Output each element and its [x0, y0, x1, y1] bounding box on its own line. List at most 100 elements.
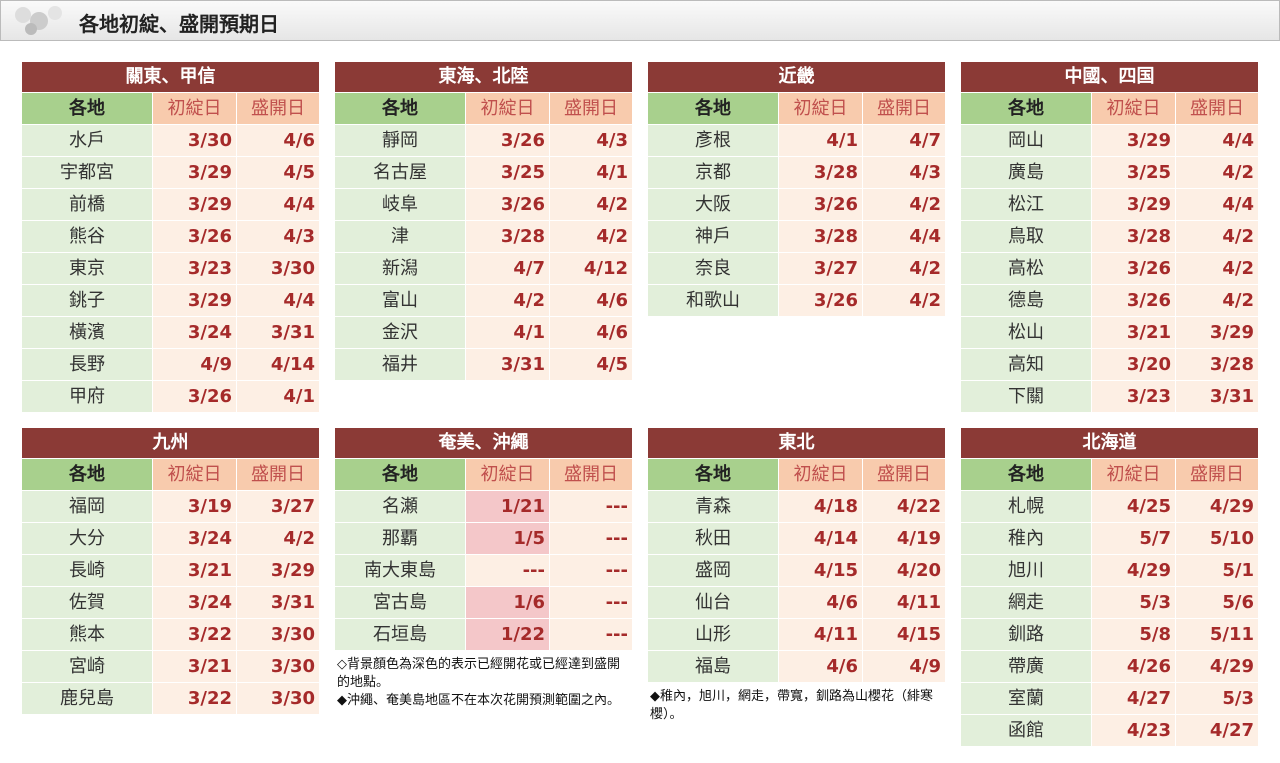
- city-cell: 宮古島: [335, 587, 465, 618]
- date-cell: 3/30: [237, 651, 319, 682]
- city-cell: 石垣島: [335, 619, 465, 650]
- date-cell: 3/21: [153, 555, 236, 586]
- city-cell: 仙台: [648, 587, 778, 618]
- city-cell: 神戶: [648, 221, 778, 252]
- date-cell: 4/11: [779, 619, 862, 650]
- date-cell: 4/6: [550, 317, 632, 348]
- date-cell: 4/25: [1092, 491, 1175, 522]
- date-cell: 4/3: [863, 157, 945, 188]
- note: ◇背景顏色為深色的表示已經開花或已經達到盛開的地點。: [337, 657, 620, 690]
- city-cell: 熊谷: [22, 221, 152, 252]
- date-cell: 4/20: [863, 555, 945, 586]
- city-cell: 室蘭: [961, 683, 1091, 714]
- header: 各地初綻、盛開預期日: [0, 0, 1280, 41]
- city-cell: 甲府: [22, 381, 152, 412]
- city-cell: 秋田: [648, 523, 778, 554]
- date-cell: 3/29: [1092, 125, 1175, 156]
- column-header: 盛開日: [863, 93, 945, 124]
- date-cell: 4/2: [466, 285, 549, 316]
- city-cell: 岡山: [961, 125, 1091, 156]
- date-cell: ---: [550, 587, 632, 618]
- date-cell: 3/24: [153, 587, 236, 618]
- date-cell: 3/20: [1092, 349, 1175, 380]
- city-cell: 長野: [22, 349, 152, 380]
- date-cell: 5/7: [1092, 523, 1175, 554]
- column-header: 初綻日: [466, 459, 549, 490]
- date-cell: 5/3: [1092, 587, 1175, 618]
- date-cell: 4/4: [1176, 125, 1258, 156]
- column-header: 各地: [648, 459, 778, 490]
- date-cell: 3/29: [1176, 317, 1258, 348]
- column-header: 初綻日: [1092, 93, 1175, 124]
- date-cell: 3/29: [153, 189, 236, 220]
- date-cell: ---: [550, 619, 632, 650]
- date-cell: 3/27: [237, 491, 319, 522]
- city-cell: 奈良: [648, 253, 778, 284]
- column-header: 各地: [335, 459, 465, 490]
- date-cell: 4/4: [1176, 189, 1258, 220]
- date-cell: 3/28: [466, 221, 549, 252]
- city-cell: 札幌: [961, 491, 1091, 522]
- date-cell: 3/29: [237, 555, 319, 586]
- column-header: 初綻日: [153, 459, 236, 490]
- city-cell: 山形: [648, 619, 778, 650]
- date-cell: 3/26: [779, 189, 862, 220]
- date-cell: 3/25: [466, 157, 549, 188]
- column-header: 各地: [961, 459, 1091, 490]
- date-cell: 4/29: [1176, 651, 1258, 682]
- date-cell: 4/2: [237, 523, 319, 554]
- date-cell: 4/14: [779, 523, 862, 554]
- date-cell: 4/19: [863, 523, 945, 554]
- region-table: 東北 各地 初綻日 盛開日 青森 4/18 4/22 秋田 4/14 4/19 盛岡 4/15 4/20…: [648, 428, 945, 682]
- date-cell: 4/29: [1092, 555, 1175, 586]
- region-table: 北海道 各地 初綻日 盛開日 札幌 4/25 4/29 稚內 5/7 5/10 旭川 4/29 5/1 網…: [961, 428, 1258, 746]
- date-cell: 4/1: [237, 381, 319, 412]
- date-cell: 3/27: [779, 253, 862, 284]
- date-cell: 4/14: [237, 349, 319, 380]
- date-cell: 4/9: [153, 349, 236, 380]
- date-cell: 3/26: [1092, 253, 1175, 284]
- date-cell: 4/1: [466, 317, 549, 348]
- date-cell: 4/15: [863, 619, 945, 650]
- column-header: 初綻日: [779, 93, 862, 124]
- date-cell: 4/1: [550, 157, 632, 188]
- city-cell: 那覇: [335, 523, 465, 554]
- date-cell: 3/29: [153, 157, 236, 188]
- region-table: 九州 各地 初綻日 盛開日 福岡 3/19 3/27 大分 3/24 4/2 長崎 3/21 3/29 佐…: [22, 428, 319, 714]
- date-cell: 4/29: [1176, 491, 1258, 522]
- title: 各地初綻、盛開預期日: [79, 12, 279, 36]
- city-cell: 新潟: [335, 253, 465, 284]
- date-cell: 3/28: [779, 157, 862, 188]
- city-cell: 和歌山: [648, 285, 778, 316]
- date-cell: 3/29: [153, 285, 236, 316]
- date-cell: 5/8: [1092, 619, 1175, 650]
- date-cell: 3/25: [1092, 157, 1175, 188]
- date-cell: 3/28: [779, 221, 862, 252]
- column-header: 盛開日: [863, 459, 945, 490]
- date-cell: ---: [550, 555, 632, 586]
- region-table: 近畿 各地 初綻日 盛開日 彥根 4/1 4/7 京都 3/28 4/3 大阪 3/26 4/2 神戶 3/…: [648, 62, 945, 316]
- column-header: 初綻日: [1092, 459, 1175, 490]
- date-cell: 3/22: [153, 683, 236, 714]
- date-cell: ---: [550, 523, 632, 554]
- city-cell: 水戶: [22, 125, 152, 156]
- region-title: 九州: [22, 428, 319, 458]
- city-cell: 南大東島: [335, 555, 465, 586]
- date-cell: 4/3: [237, 221, 319, 252]
- city-cell: 彥根: [648, 125, 778, 156]
- date-cell: 4/11: [863, 587, 945, 618]
- note: ◆稚內，旭川，網走，帶寬，釧路為山櫻花（緋寒櫻）。: [650, 689, 933, 722]
- date-cell: 3/26: [466, 189, 549, 220]
- date-cell: 3/26: [779, 285, 862, 316]
- date-cell: 1/6: [466, 587, 549, 618]
- date-cell: 4/12: [550, 253, 632, 284]
- date-cell: ---: [550, 491, 632, 522]
- date-cell: 3/31: [1176, 381, 1258, 412]
- date-cell: 3/23: [153, 253, 236, 284]
- region-table: 中國、四国 各地 初綻日 盛開日 岡山 3/29 4/4 廣島 3/25 4/2 松江 3/29 4/4…: [961, 62, 1258, 412]
- city-cell: 銚子: [22, 285, 152, 316]
- date-cell: 3/24: [153, 523, 236, 554]
- city-cell: 長崎: [22, 555, 152, 586]
- date-cell: 3/31: [237, 317, 319, 348]
- date-cell: 4/4: [237, 189, 319, 220]
